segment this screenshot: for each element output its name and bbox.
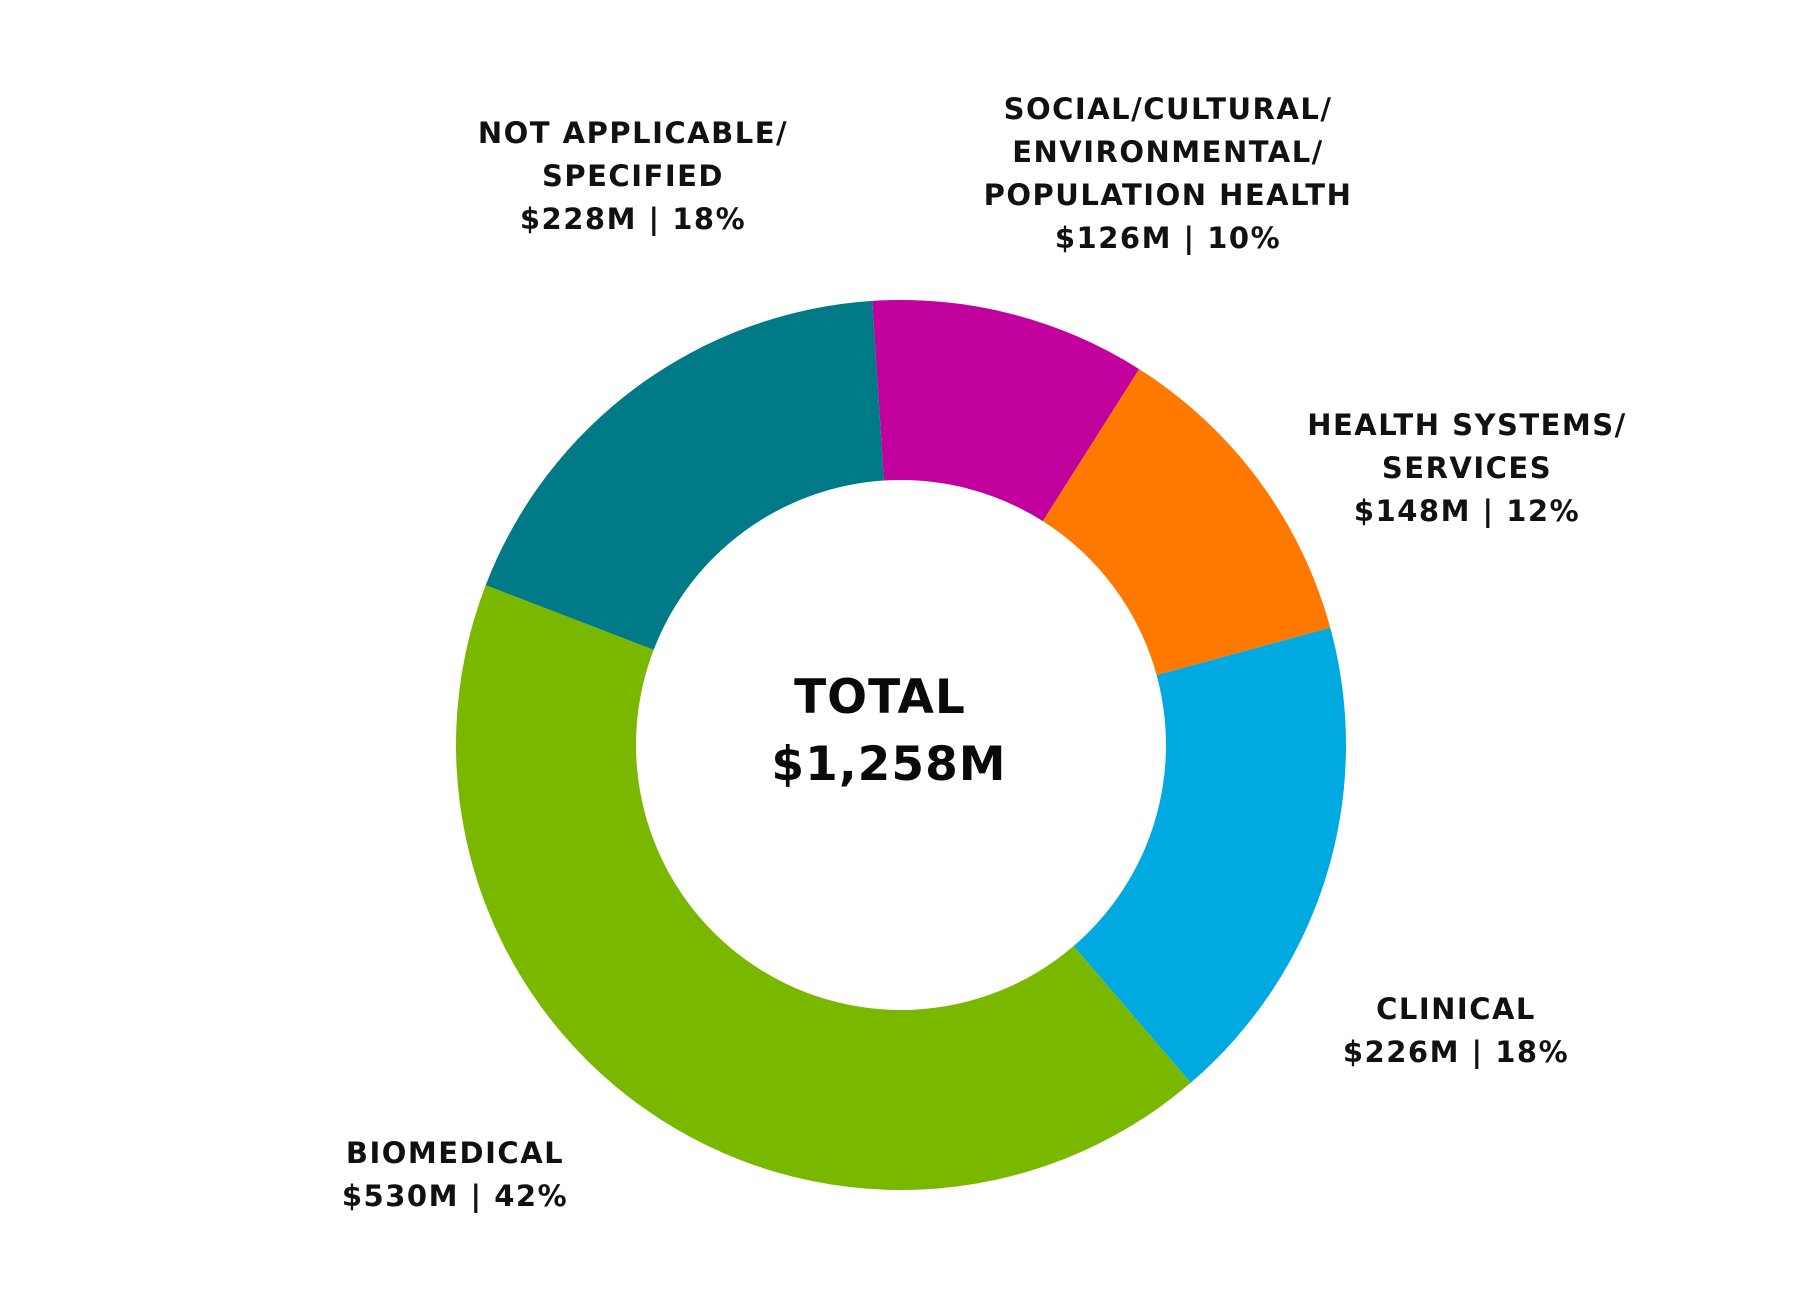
segment-label-line: HEALTH SYSTEMS/ — [1307, 408, 1627, 442]
donut-slices — [455, 300, 1346, 1191]
segment-label-line: $530M | 42% — [342, 1179, 568, 1213]
center-label: TOTAL $1,258M — [771, 670, 1006, 792]
segment-label-line: NOT APPLICABLE/ — [478, 116, 788, 150]
segment-labels: SOCIAL/CULTURAL/ENVIRONMENTAL/POPULATION… — [342, 92, 1627, 1213]
center-label-amount: $1,258M — [771, 737, 1006, 792]
center-label-total: TOTAL — [794, 670, 966, 725]
segment-label-health-systems-services: HEALTH SYSTEMS/SERVICES $148M | 12% — [1307, 408, 1627, 528]
segment-label-line: $148M | 12% — [1354, 494, 1580, 528]
segment-label-not-applicable-specified: NOT APPLICABLE/SPECIFIED $228M | 18% — [478, 116, 788, 236]
segment-label-line: SERVICES — [1382, 451, 1552, 485]
segment-label-line: $126M | 10% — [1055, 221, 1281, 255]
segment-label-line: $226M | 18% — [1343, 1035, 1569, 1069]
segment-label-line: POPULATION HEALTH — [984, 178, 1353, 212]
donut-slice-health-systems-services — [1042, 369, 1331, 676]
segment-label-line: $228M | 18% — [520, 202, 746, 236]
donut-slice-biomedical — [455, 585, 1191, 1191]
segment-label-clinical: CLINICAL $226M | 18% — [1343, 992, 1569, 1069]
donut-slice-social-cultural-environmental-population-health — [872, 300, 1140, 522]
segment-label-social-cultural-environmental-population-health: SOCIAL/CULTURAL/ENVIRONMENTAL/POPULATION… — [984, 92, 1353, 255]
segment-label-line: SOCIAL/CULTURAL/ — [1004, 92, 1333, 126]
segment-label-line: CLINICAL — [1376, 992, 1536, 1026]
segment-label-biomedical: BIOMEDICAL $530M | 42% — [342, 1136, 568, 1213]
segment-label-line: SPECIFIED — [542, 159, 724, 193]
donut-slice-not-applicable-specified — [485, 300, 884, 650]
segment-label-line: ENVIRONMENTAL/ — [1012, 135, 1324, 169]
donut-slice-clinical — [1073, 627, 1346, 1083]
segment-label-line: BIOMEDICAL — [346, 1136, 564, 1170]
